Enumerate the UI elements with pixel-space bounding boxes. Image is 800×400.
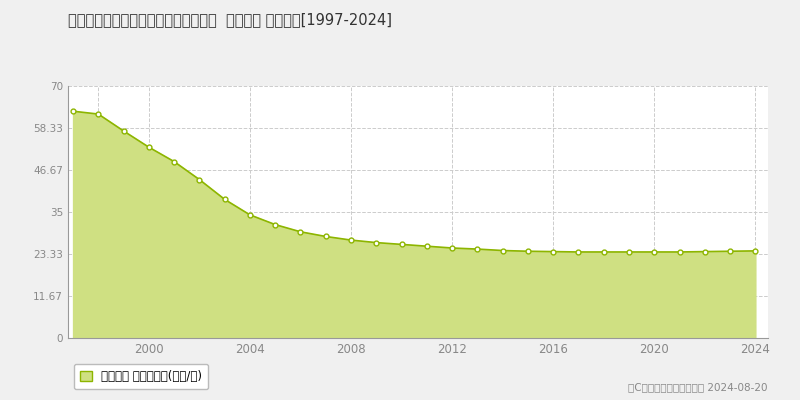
Text: （C）土地価格ドットコム 2024-08-20: （C）土地価格ドットコム 2024-08-20 <box>629 382 768 392</box>
Legend: 地価公示 平均坪単価(万円/坪): 地価公示 平均坪単価(万円/坪) <box>74 364 208 389</box>
Text: 長野県長野市稲田１丁目２８番５０外  地価公示 地価推移[1997-2024]: 長野県長野市稲田１丁目２８番５０外 地価公示 地価推移[1997-2024] <box>68 12 392 27</box>
